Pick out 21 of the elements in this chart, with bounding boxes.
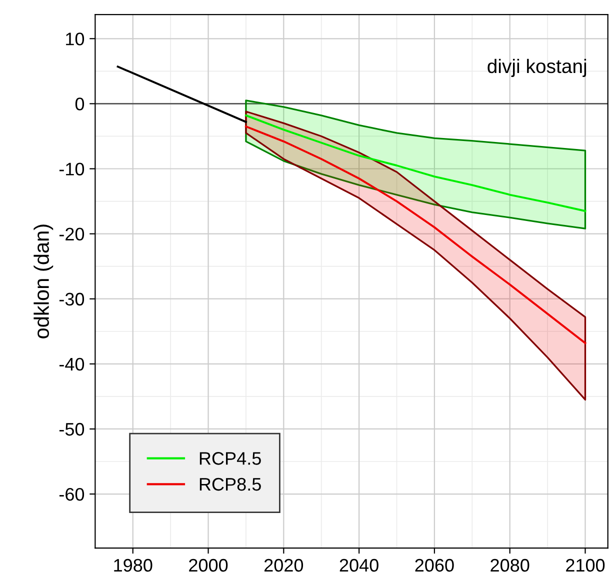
y-tick-label: 0 [75,98,84,110]
y-tick-label: -40 [59,358,84,371]
line-series [244,125,586,344]
x-tick-label: 2080 [490,558,530,572]
legend-label: RCP4.5 [200,452,261,465]
y-tick-label: -10 [59,162,84,176]
y-tick-label: 10 [66,32,84,46]
line-series [244,114,586,212]
x-tick-label: 2040 [340,558,378,572]
y-axis-title: odklon (dan) [34,224,54,338]
y-tick-label: -60 [59,488,84,501]
y-tick-label: -50 [59,422,84,436]
x-tick-label: 2060 [415,558,454,572]
x-tick-label: 2000 [189,558,228,572]
annotation: divji kostanj [488,58,586,77]
x-tick-label: 2020 [264,558,304,572]
legend-label: RCP8.5 [200,478,261,491]
x-tick-label: 1980 [114,558,152,572]
y-tick-label: -30 [59,292,84,306]
x-tick-label: 2100 [566,558,605,572]
y-tick-label: -20 [59,228,84,241]
